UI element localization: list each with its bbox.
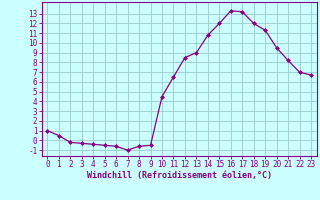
X-axis label: Windchill (Refroidissement éolien,°C): Windchill (Refroidissement éolien,°C) <box>87 171 272 180</box>
